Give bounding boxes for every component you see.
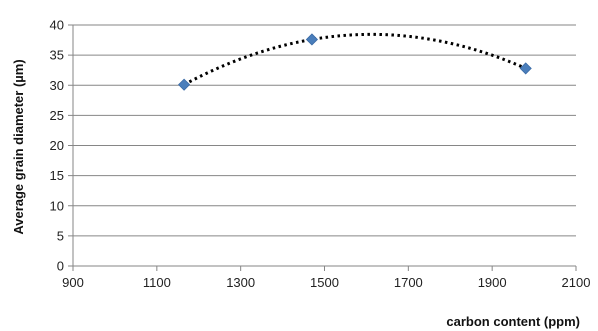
- y-tick-label: 15: [50, 168, 64, 183]
- grid-lines: [73, 24, 576, 237]
- y-tick-label: 25: [50, 108, 64, 123]
- y-tick-labels: 0 5 10 15 20 25 30 35 40: [50, 18, 64, 274]
- data-point: [519, 62, 532, 75]
- x-tick-label: 1300: [226, 275, 255, 290]
- x-tick-label: 2100: [562, 275, 591, 290]
- y-tick-label: 20: [50, 138, 64, 153]
- y-tick-label: 5: [57, 228, 64, 243]
- y-tick-label: 0: [57, 259, 64, 274]
- x-tick-labels: 900 1100 1300 1500 1700 1900 2100: [62, 275, 590, 290]
- data-points: [178, 33, 532, 91]
- x-tick-label: 1500: [310, 275, 339, 290]
- x-tick-label: 900: [62, 275, 84, 290]
- x-tick-label: 1900: [478, 275, 507, 290]
- y-tick-label: 35: [50, 48, 64, 63]
- y-tick-label: 40: [50, 18, 64, 33]
- x-tick-label: 1100: [143, 275, 171, 290]
- x-tick-label: 1700: [394, 275, 423, 290]
- axes: [68, 24, 577, 271]
- data-point: [305, 33, 318, 46]
- data-point: [178, 78, 191, 91]
- y-tick-label: 30: [50, 78, 64, 93]
- y-axis-title: Average grain diameter (µm): [11, 59, 26, 234]
- trendline: [183, 32, 527, 86]
- x-axis-title: carbon content (ppm): [446, 314, 580, 329]
- y-tick-label: 10: [50, 198, 64, 213]
